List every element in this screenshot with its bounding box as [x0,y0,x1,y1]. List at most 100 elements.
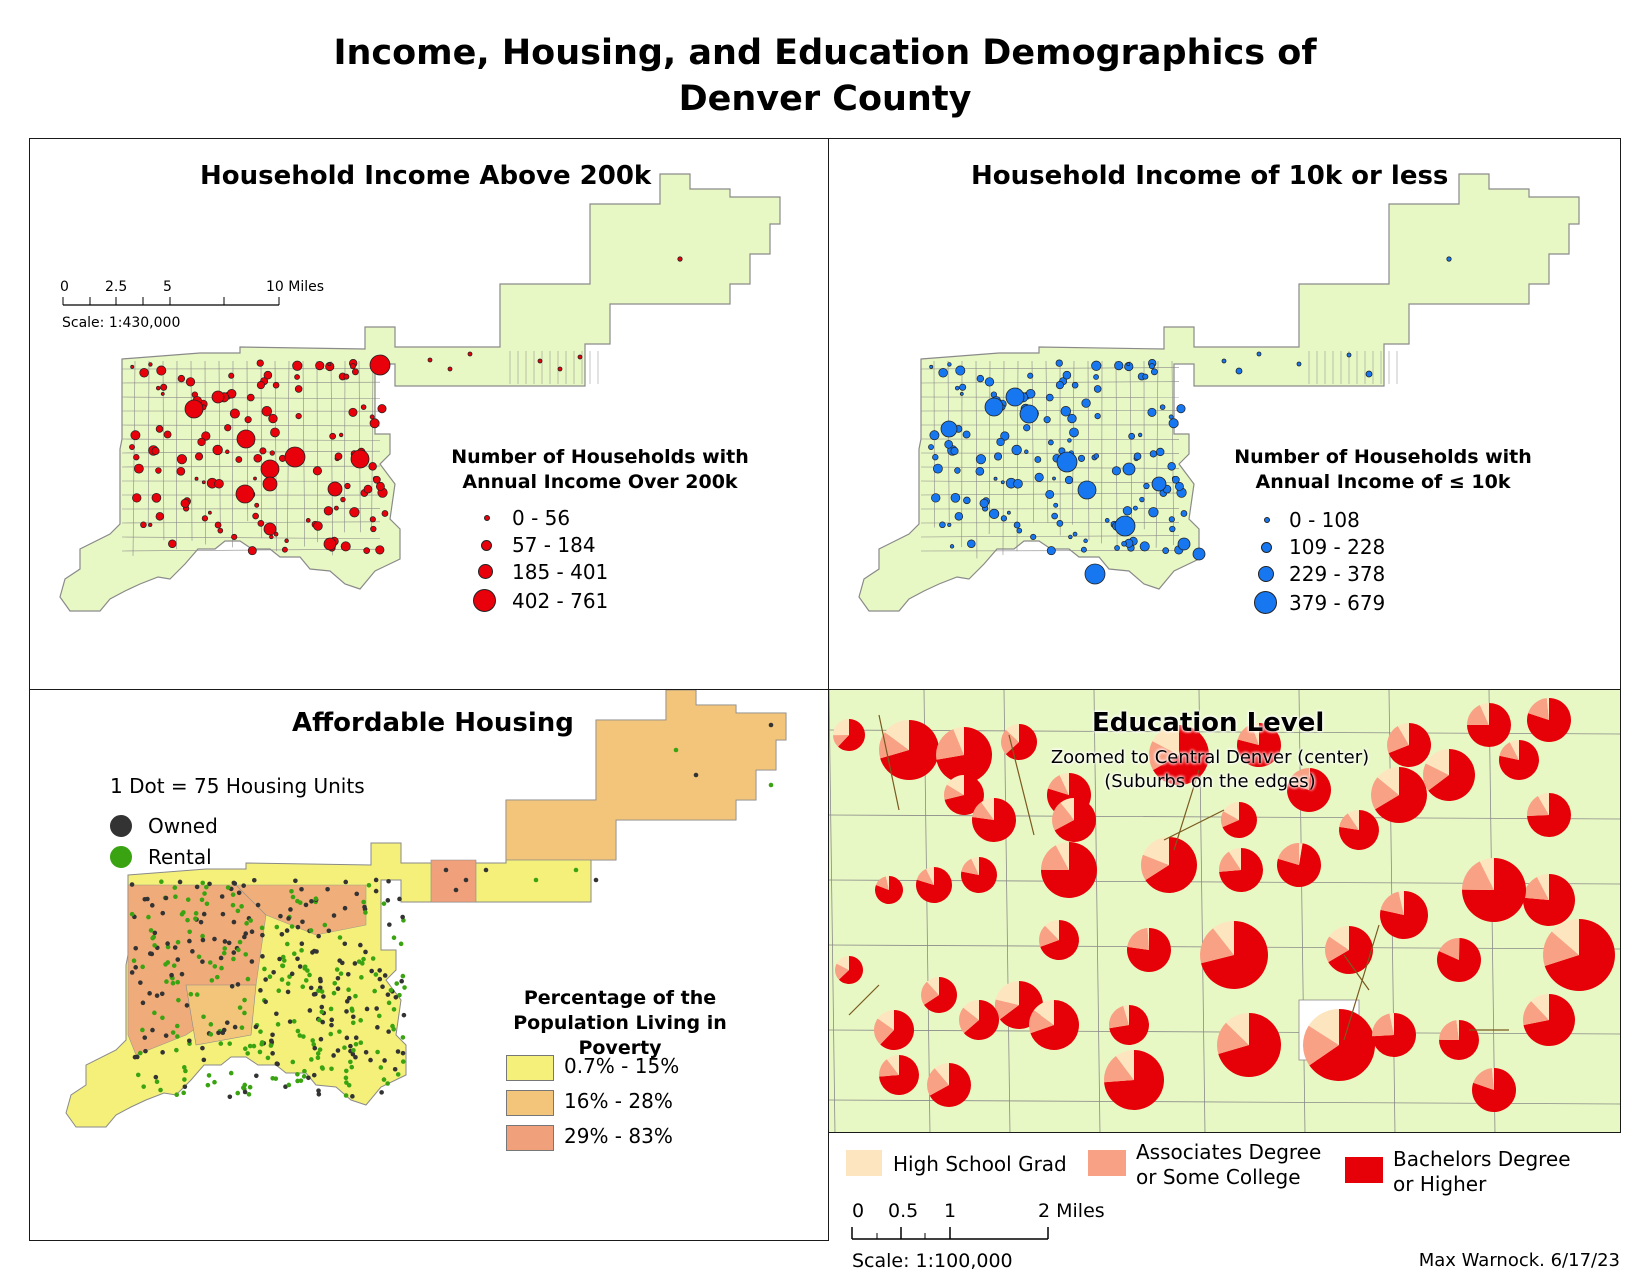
owned-dot [331,913,337,918]
rental-dot [351,1048,356,1053]
owned-dot [224,1020,230,1025]
rental-dot [176,997,181,1003]
legend-class-3: 229 - 378 [1289,562,1386,586]
symbol-dot [1013,478,1023,489]
symbol-dot [156,365,167,376]
rental-dot [328,1031,334,1037]
rental-dot [268,1043,274,1048]
pie-associates-slice [1149,741,1179,771]
county-outline [59,173,781,612]
housing-dots [129,722,774,1100]
symbol-dot [1056,451,1078,473]
tract-line [358,360,361,533]
owned-dot [279,931,285,937]
symbol-dot [344,482,351,490]
rental-dot [400,973,406,979]
rental-dot [194,992,200,997]
rental-dot [337,935,343,940]
symbol-dot [1019,404,1039,424]
symbol-dot [1133,452,1142,461]
pie-highschool-slice [1425,749,1449,775]
symbol-dot [1034,456,1042,463]
pie-associates-slice [1109,1005,1129,1029]
rental-dot [303,978,309,983]
rental-dot [267,974,273,980]
owned-dot [285,989,291,995]
owned-dot [374,1006,379,1011]
owned-dot [138,980,143,985]
owned-dot [343,879,349,885]
symbol-dot [1168,418,1179,429]
poverty-swatch-high [506,1125,554,1151]
rental-dot [154,1079,160,1085]
symbol-dot [129,444,135,450]
pie-bachelors-slice [879,1055,919,1095]
rental-dot [193,916,198,921]
owned-dot [395,1049,401,1054]
street-line [829,690,836,1132]
edu-scale-tick-2: 2 Miles [1038,1200,1105,1222]
education-pies [833,698,1615,1113]
rental-dot [328,1006,334,1012]
symbol-dot [177,374,186,383]
rental-dot [381,901,387,906]
owned-dot [399,978,404,984]
poverty-high-zone [430,859,477,903]
rental-dot [236,947,241,953]
owned-dot [143,1048,148,1054]
symbol-dot [197,437,206,447]
rental-dot [193,911,199,916]
pie-bachelors-slice [1222,802,1257,838]
owned-dot [271,969,276,975]
symbol-dot [363,484,373,494]
leader-line [878,714,900,811]
pie-associates-slice [1127,928,1149,950]
tract-line [176,360,178,550]
owned-dot [385,992,391,997]
symbol-dot [168,539,177,549]
owned-dot [382,973,388,978]
pie-associates-slice [1325,936,1349,963]
owned-dot [397,896,402,902]
tract-line [1171,360,1174,546]
owned-dot [200,937,206,943]
symbol-dot [1162,547,1170,554]
rental-dot [214,974,220,980]
rental-dot [247,1084,253,1090]
symbol-dot [284,446,306,468]
tract-line [1072,360,1075,525]
owned-dot [377,976,383,982]
legend-symbol-xlarge [473,589,496,612]
education-map-panel: Education Level Zoomed to Central Denver… [828,689,1621,1133]
symbol-dot [229,408,240,419]
rental-dot [201,1014,206,1020]
tract-line [920,521,1180,524]
owned-dot [443,867,449,873]
rental-dot [400,1059,406,1064]
pie-associates-slice [1039,925,1059,947]
symbol-dot [1143,482,1150,490]
symbol-dot [369,354,391,376]
rental-dot [160,1015,165,1021]
rental-dot [212,1079,217,1085]
legend-symbol-large [478,564,493,579]
rental-dot [173,894,178,900]
poverty-class-mid: 16% - 28% [564,1089,673,1113]
rental-dot [200,933,205,939]
edu-label-bach-2: or Higher [1393,1172,1487,1196]
symbol-dot [350,449,370,469]
rental-dot [129,911,135,917]
owned-dot [184,1003,190,1008]
rental-dot [251,1043,257,1049]
symbol-dot [1142,373,1149,380]
owned-dot [362,904,367,910]
symbol-dot [1069,427,1079,438]
legend-class-4: 379 - 679 [1289,591,1386,615]
symbol-dot [340,496,346,503]
symbol-dot [1006,510,1011,515]
edu-scale-tick-0: 0 [852,1200,865,1222]
rental-dot [315,1055,321,1061]
symbol-dot [1024,449,1029,455]
tract-line [920,438,1180,440]
owned-dot [325,886,330,892]
